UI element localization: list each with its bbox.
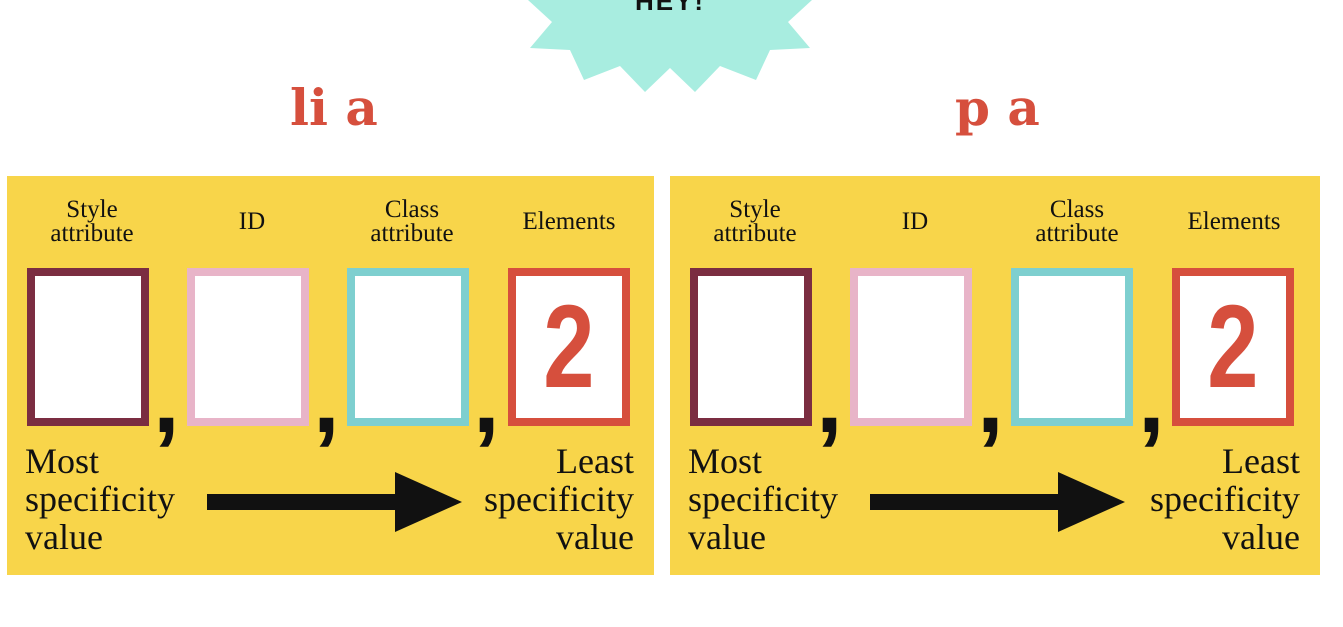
class-attribute-box (1011, 268, 1133, 426)
id-box (187, 268, 309, 426)
arrow-right-icon (870, 472, 1125, 532)
selector-title-left: li a (290, 78, 378, 137)
most-specificity-label: Most specificity value (25, 441, 175, 557)
elements-value: 2 (543, 281, 595, 413)
style-attribute-box (27, 268, 149, 426)
starburst-shape (528, 0, 812, 92)
separator-comma: , (313, 346, 340, 453)
id-box (850, 268, 972, 426)
separator-comma: , (473, 346, 500, 453)
column-label-elements: Elements (522, 208, 616, 235)
starburst-text: HEY! (634, 0, 706, 16)
separator-comma: , (816, 346, 843, 453)
least-specificity-label: Least specificity value (1150, 441, 1300, 557)
column-label-style: Style attribute (50, 196, 134, 247)
column-label-style: Style attribute (713, 196, 797, 247)
specificity-panel-right: Style attribute ID Class attribute Eleme… (670, 176, 1320, 575)
elements-box: 2 (1172, 268, 1294, 426)
elements-box: 2 (508, 268, 630, 426)
column-label-id: ID (901, 208, 929, 235)
least-specificity-label: Least specificity value (484, 441, 634, 557)
style-attribute-box (690, 268, 812, 426)
column-label-id: ID (238, 208, 266, 235)
most-specificity-label: Most specificity value (688, 441, 838, 557)
class-attribute-box (347, 268, 469, 426)
elements-value: 2 (1207, 281, 1259, 413)
specificity-panel-left: Style attribute ID Class attribute Eleme… (7, 176, 654, 575)
separator-comma: , (1138, 346, 1165, 453)
column-label-elements: Elements (1187, 208, 1281, 235)
separator-comma: , (977, 346, 1004, 453)
separator-comma: , (153, 346, 180, 453)
arrow-right-icon (207, 472, 462, 532)
selector-title-right: p a (955, 78, 1040, 137)
column-label-class: Class attribute (370, 196, 454, 247)
column-label-class: Class attribute (1035, 196, 1119, 247)
